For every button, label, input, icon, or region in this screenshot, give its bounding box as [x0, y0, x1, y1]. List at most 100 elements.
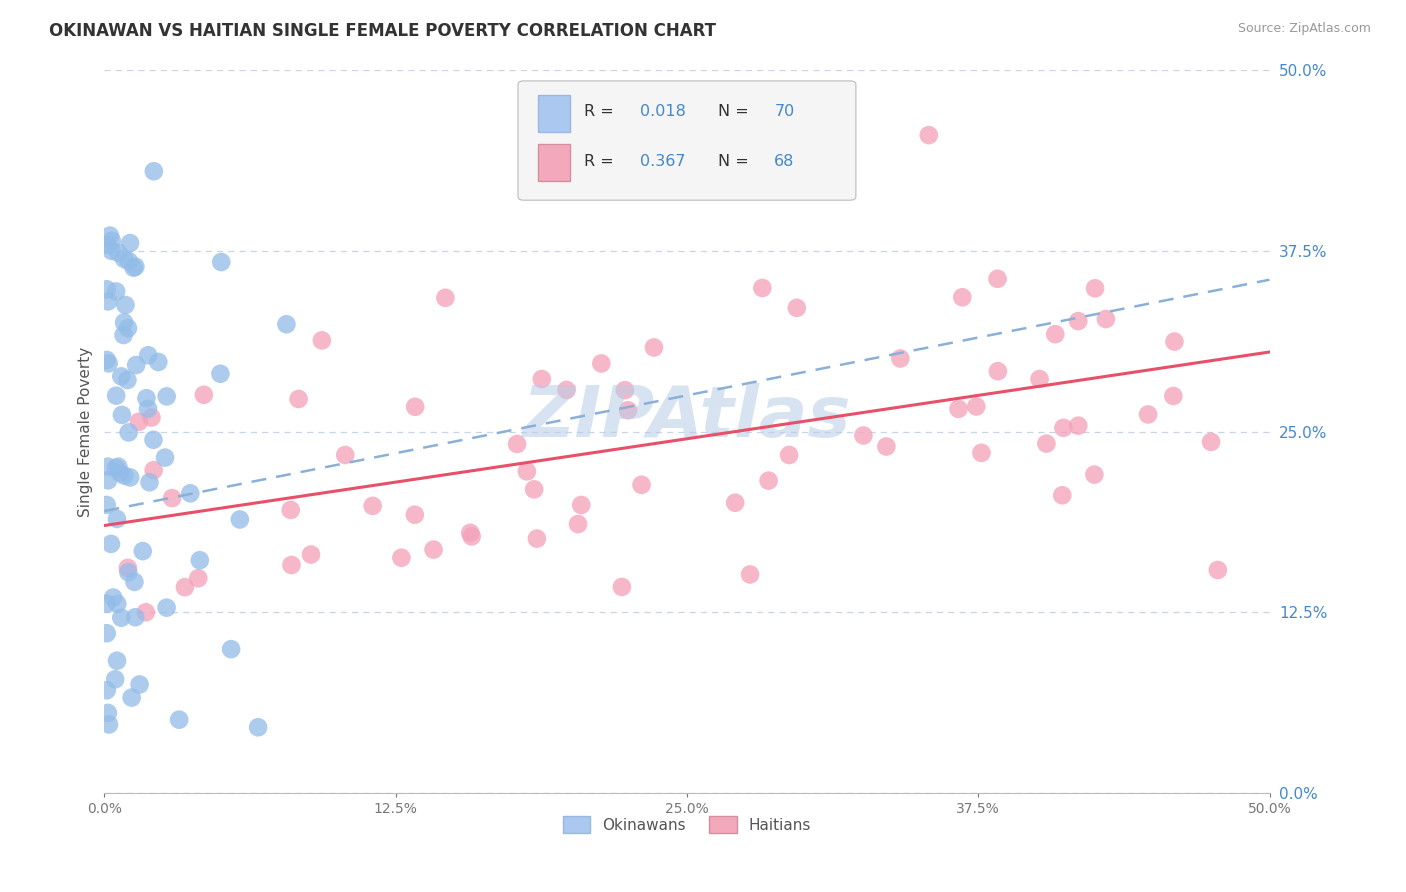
Point [404, 508, 426, 522]
Legend: Okinawans, Haitians: Okinawans, Haitians [557, 810, 817, 839]
Point [105, 654, 128, 668]
Text: 0.018: 0.018 [640, 104, 686, 120]
Point [124, 574, 146, 589]
Point [311, 334, 333, 348]
Point [112, 252, 135, 266]
Point [136, 401, 159, 416]
Point [96, 353, 118, 368]
Point [124, 260, 146, 274]
Point [97, 474, 120, 488]
Point [738, 567, 761, 582]
Point [460, 529, 482, 543]
Text: OKINAWAN VS HAITIAN SINGLE FEMALE POVERTY CORRELATION CHART: OKINAWAN VS HAITIAN SINGLE FEMALE POVERT… [49, 22, 716, 40]
Point [174, 580, 197, 594]
Point [280, 558, 302, 572]
Text: 0.367: 0.367 [640, 153, 686, 169]
Point [247, 720, 270, 734]
Point [107, 246, 129, 260]
Point [1095, 312, 1118, 326]
Point [778, 448, 800, 462]
Point [1137, 408, 1160, 422]
Point [112, 468, 135, 483]
Point [209, 255, 232, 269]
Point [1052, 488, 1074, 502]
Point [1035, 436, 1057, 450]
Text: N =: N = [718, 153, 754, 169]
Point [591, 356, 613, 370]
Point [105, 597, 128, 611]
FancyBboxPatch shape [517, 81, 856, 200]
Point [160, 491, 183, 505]
Point [142, 164, 165, 178]
Point [142, 463, 165, 477]
FancyBboxPatch shape [538, 144, 571, 181]
Point [918, 128, 941, 142]
Y-axis label: Single Female Poverty: Single Female Poverty [79, 346, 93, 516]
Point [100, 244, 122, 258]
Point [156, 389, 179, 403]
Point [852, 428, 875, 442]
Point [104, 673, 127, 687]
Point [617, 403, 640, 417]
Point [276, 318, 298, 332]
Point [97, 459, 120, 474]
Point [404, 400, 426, 414]
Point [96, 683, 118, 698]
Point [610, 580, 633, 594]
Point [434, 291, 457, 305]
Point [98, 228, 121, 243]
Point [1067, 418, 1090, 433]
Point [516, 464, 538, 478]
Point [105, 512, 128, 526]
Point [751, 281, 773, 295]
Text: ZIPAtlas: ZIPAtlas [523, 383, 851, 451]
Point [422, 542, 444, 557]
Point [96, 282, 118, 296]
Point [1163, 334, 1185, 349]
Point [1163, 389, 1185, 403]
Point [1083, 467, 1105, 482]
Point [96, 498, 118, 512]
Point [613, 383, 636, 397]
Point [138, 475, 160, 490]
Point [630, 477, 652, 491]
Point [506, 437, 529, 451]
Point [122, 260, 145, 275]
Point [1206, 563, 1229, 577]
Point [875, 440, 897, 454]
Point [287, 392, 309, 406]
Point [142, 433, 165, 447]
Point [643, 341, 665, 355]
Point [118, 236, 141, 251]
Point [724, 496, 747, 510]
Point [97, 706, 120, 720]
Point [567, 517, 589, 532]
Point [96, 238, 118, 252]
Point [105, 285, 128, 299]
Point [526, 532, 548, 546]
Point [987, 364, 1010, 378]
Point [187, 571, 209, 585]
Point [530, 372, 553, 386]
Point [389, 550, 412, 565]
Point [117, 561, 139, 575]
Point [135, 605, 157, 619]
Point [103, 591, 125, 605]
Text: 70: 70 [775, 104, 794, 120]
Point [98, 717, 121, 731]
Point [209, 367, 232, 381]
Text: Source: ZipAtlas.com: Source: ZipAtlas.com [1237, 22, 1371, 36]
Point [112, 316, 135, 330]
FancyBboxPatch shape [538, 95, 571, 132]
Point [965, 400, 987, 414]
Point [105, 389, 128, 403]
Point [111, 408, 134, 422]
Point [104, 461, 127, 475]
Point [758, 474, 780, 488]
Text: R =: R = [585, 104, 619, 120]
Point [97, 294, 120, 309]
Point [108, 466, 131, 480]
Text: R =: R = [585, 153, 619, 169]
Point [280, 503, 302, 517]
Point [100, 234, 122, 248]
